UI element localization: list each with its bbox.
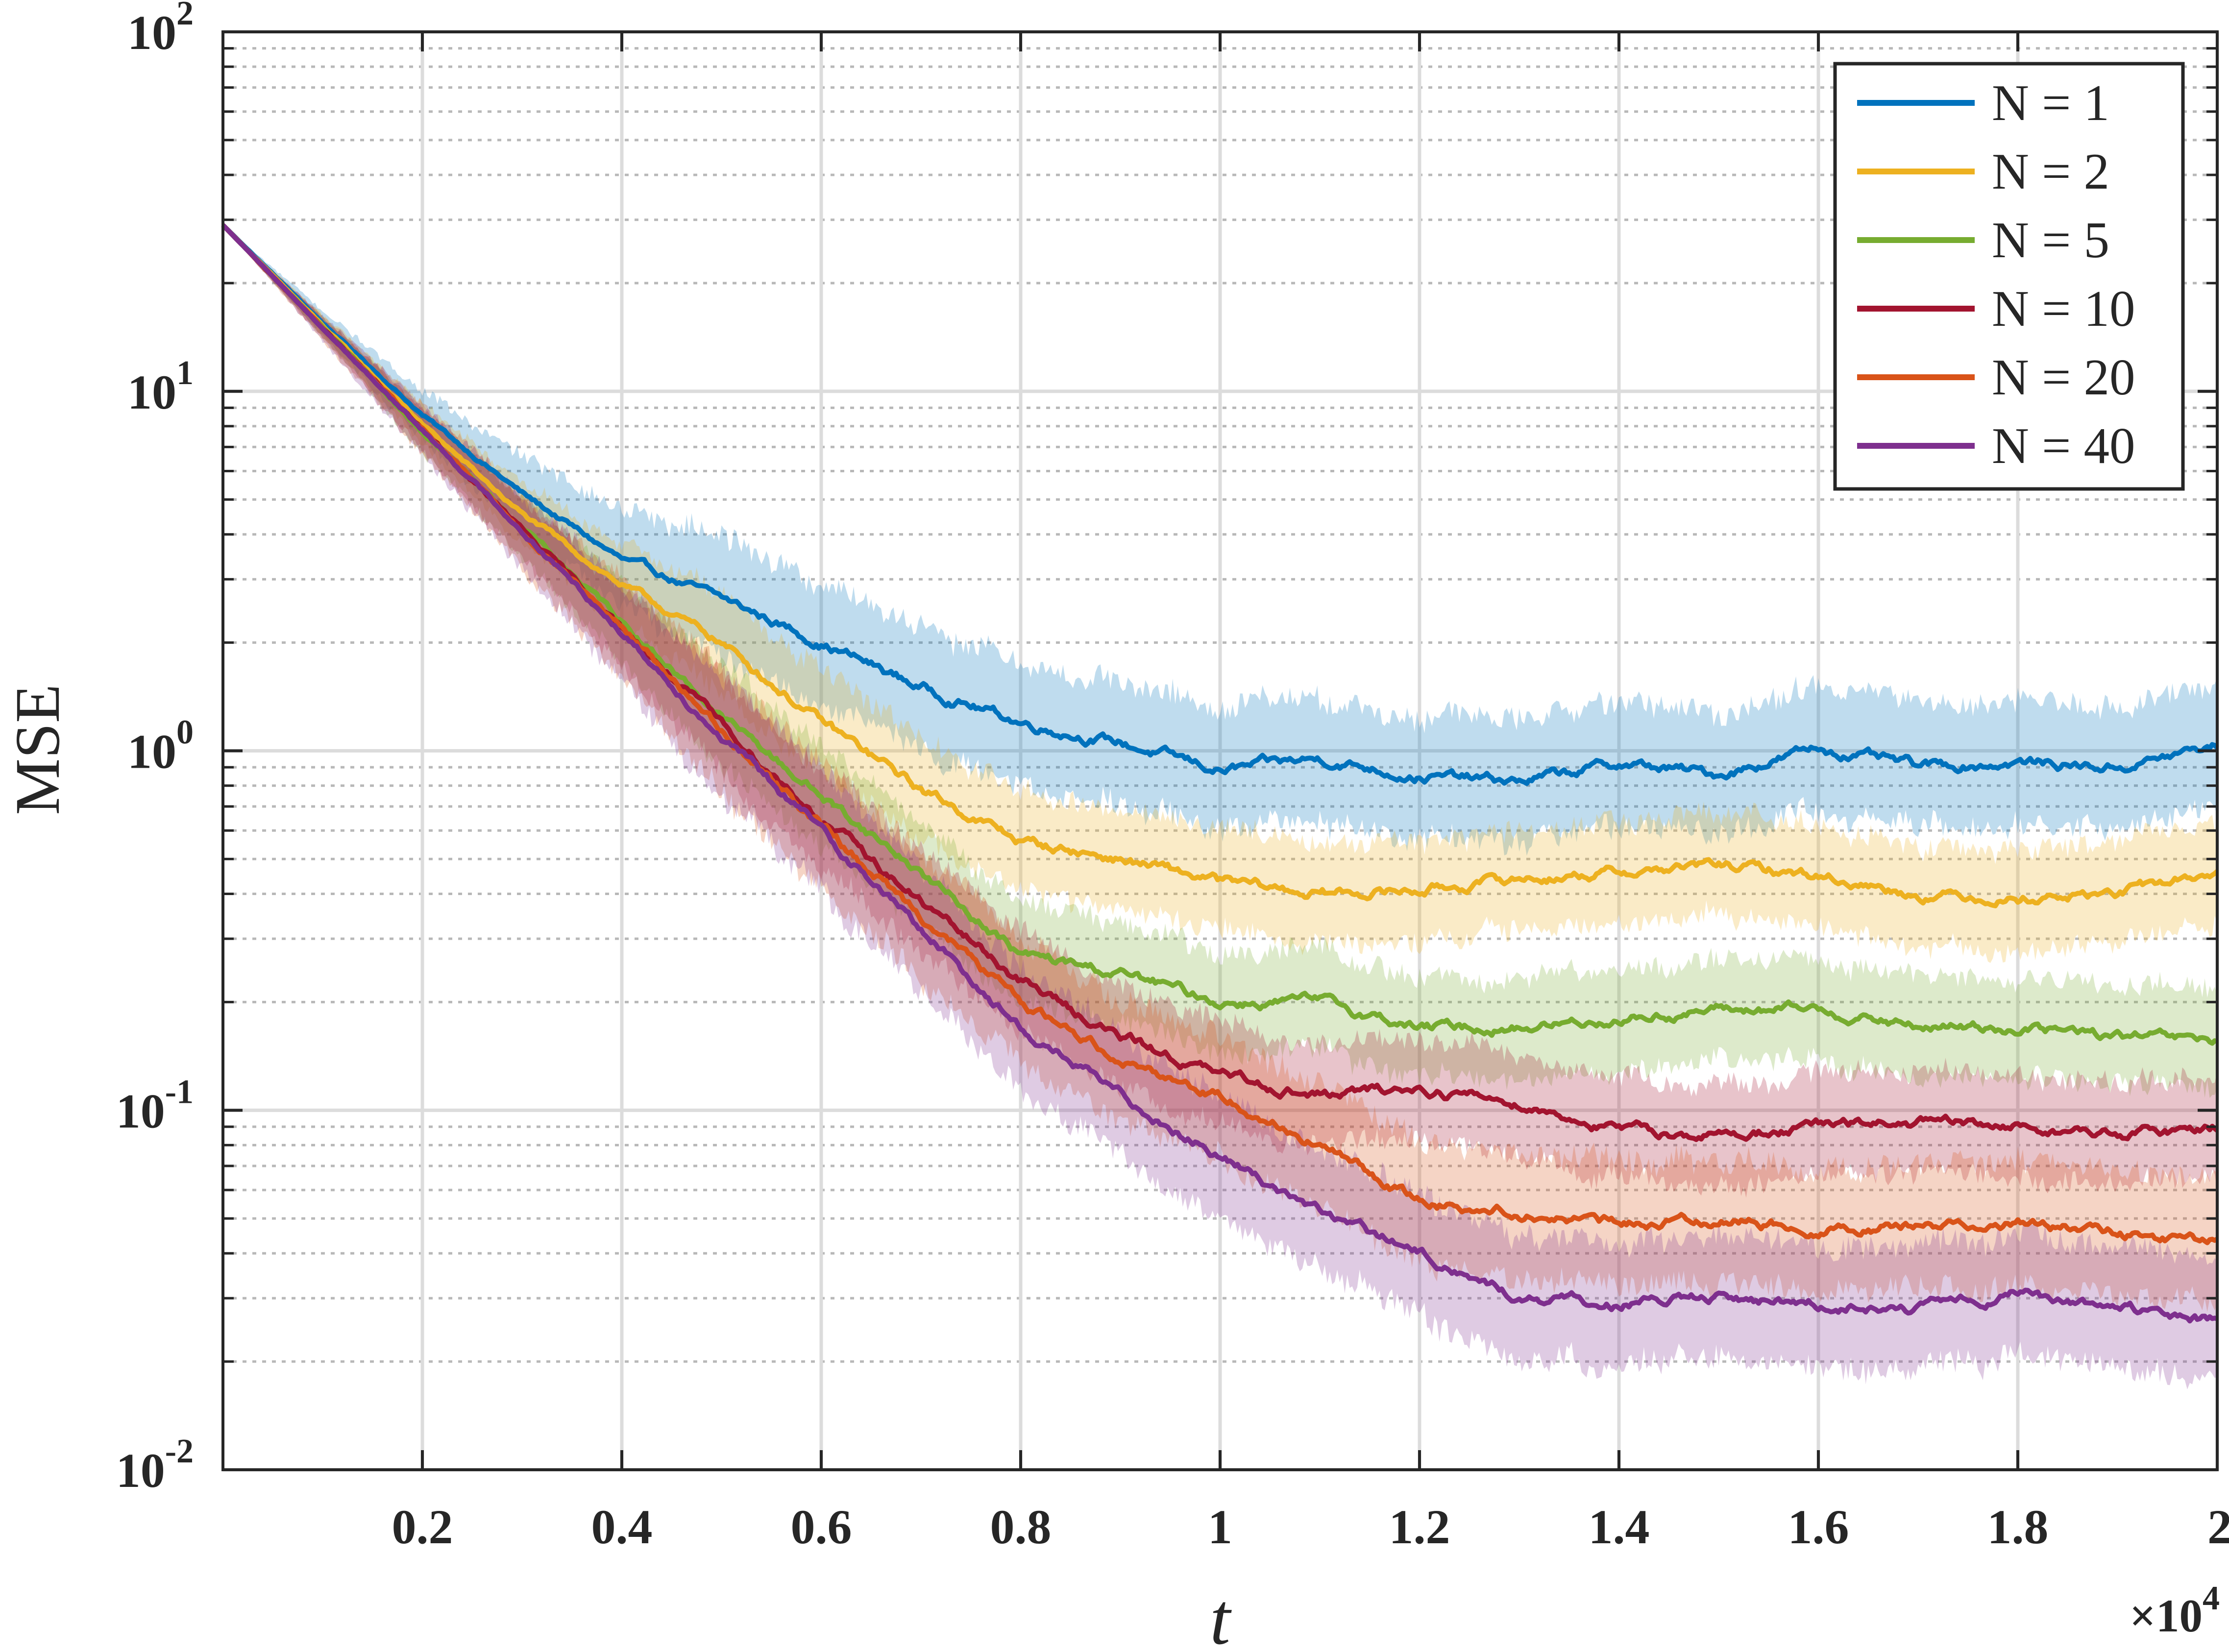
band-n10: [223, 225, 2217, 1198]
legend-entry-n40: N = 40: [1857, 417, 2135, 474]
legend-label: N = 40: [1992, 417, 2135, 474]
x-tick-label: 1: [1208, 1500, 1232, 1554]
legend-entry-n5: N = 5: [1857, 211, 2109, 268]
legend-entry-n10: N = 10: [1857, 280, 2135, 337]
y-axis-ticks: 10-2 10-1 100 101 102: [116, 0, 2217, 1498]
legend-label: N = 2: [1992, 143, 2109, 200]
x-tick-label: 1.8: [1987, 1500, 2049, 1554]
series-lines: [221, 223, 2219, 1324]
x-exponent-power: 4: [2203, 1579, 2220, 1617]
x-tick-label: 0.6: [791, 1500, 852, 1554]
x-exponent-label: ×104: [2130, 1579, 2220, 1642]
x-axis-label: t: [1210, 1579, 1232, 1652]
x-tick-label: 0.4: [591, 1500, 653, 1554]
legend-label: N = 10: [1992, 280, 2135, 337]
legend-label: N = 1: [1992, 74, 2109, 131]
x-axis-ticks: 0.2 0.4 0.6 0.8 1 1.2 1.4 1.6 1.8 2: [392, 32, 2229, 1554]
x-tick-label: 0.2: [392, 1500, 453, 1554]
band-n5: [223, 225, 2217, 1098]
band-n2: [223, 225, 2217, 963]
legend-box: [1833, 62, 2185, 491]
x-tick-label: 0.8: [990, 1500, 1052, 1554]
series-line-n2: [221, 223, 2219, 908]
y-tick-label: 10-1: [116, 1073, 194, 1138]
legend-entry-n20: N = 20: [1857, 348, 2135, 406]
y-tick-label: 102: [127, 0, 194, 60]
y-tick-label: 10-2: [116, 1433, 194, 1498]
x-tick-label: 1.4: [1589, 1500, 1650, 1554]
legend-label: N = 20: [1992, 348, 2135, 406]
series-line-n10: [221, 223, 2219, 1142]
legend-items: N = 1 N = 2 N = 5 N = 10 N = 20 N = 40: [1857, 74, 2135, 474]
series-line-n40: [221, 223, 2218, 1324]
series-line-n1: [221, 223, 2219, 786]
x-exponent-base: ×10: [2130, 1590, 2203, 1642]
x-tick-label: 2: [2207, 1500, 2229, 1554]
legend-entry-n2: N = 2: [1857, 143, 2109, 200]
legend: N = 1 N = 2 N = 5 N = 10 N = 20 N = 40: [1833, 62, 2185, 491]
x-tick-label: 1.6: [1788, 1500, 1849, 1554]
y-axis-label: MSE: [2, 684, 73, 815]
y-tick-label: 100: [127, 714, 194, 779]
y-tick-label: 101: [127, 354, 194, 419]
legend-entry-n1: N = 1: [1857, 74, 2109, 131]
band-n1: [223, 225, 2217, 856]
x-tick-label: 1.2: [1389, 1500, 1450, 1554]
legend-label: N = 5: [1992, 211, 2109, 268]
